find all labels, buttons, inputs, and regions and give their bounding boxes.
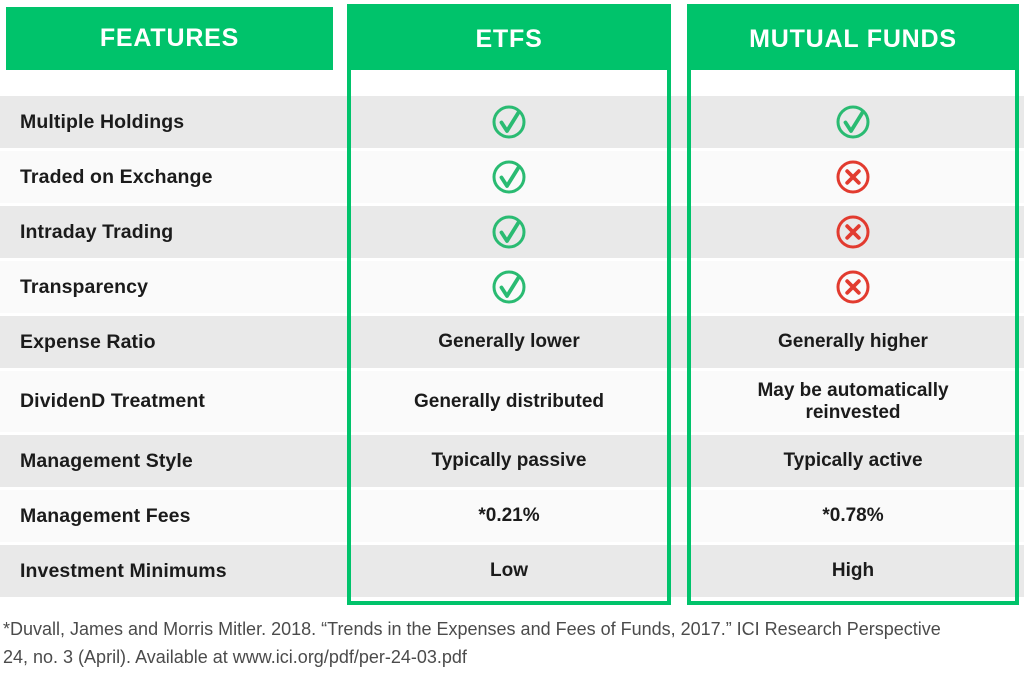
citation-line-1: *Duvall, James and Morris Mitler. 2018. … — [3, 619, 941, 639]
check-icon — [489, 267, 529, 307]
table-row: Intraday Trading — [0, 206, 1024, 258]
etf-value: Typically passive — [431, 450, 587, 472]
etf-value: *0.21% — [478, 505, 540, 527]
table-row: Transparency — [0, 261, 1024, 313]
column-gap — [671, 371, 687, 432]
mutual-funds-header-label: MUTUAL FUNDS — [749, 24, 957, 53]
etf-value: Generally distributed — [413, 390, 605, 412]
features-header-label: FEATURES — [99, 24, 240, 52]
table-row: Traded on Exchange — [0, 151, 1024, 203]
column-gap — [671, 261, 687, 313]
features-column-header: FEATURES — [6, 7, 333, 70]
citation-footnote: *Duvall, James and Morris Mitler. 2018. … — [3, 616, 1017, 672]
table-row: Multiple Holdings — [0, 96, 1024, 148]
check-icon — [833, 102, 873, 142]
column-gap — [671, 545, 687, 597]
mutual-funds-value: Generally higher — [778, 331, 928, 353]
etfs-column-header: ETFS — [351, 8, 667, 70]
feature-label: Multiple Holdings — [20, 110, 185, 133]
table-row: Expense Ratio Generally lower Generally … — [0, 316, 1024, 368]
check-icon — [489, 212, 529, 252]
mutual-funds-value: High — [831, 560, 875, 582]
mutual-funds-column-box: MUTUAL FUNDS — [687, 4, 1019, 605]
feature-label: DividenD Treatment — [20, 390, 205, 412]
check-icon — [489, 102, 529, 142]
column-gap — [671, 490, 687, 542]
etfs-header-label: ETFS — [475, 24, 543, 53]
feature-label: Management Style — [20, 449, 193, 472]
check-icon — [489, 157, 529, 197]
cross-icon — [833, 212, 873, 252]
etfs-column-box: ETFS — [347, 4, 671, 605]
feature-label: Transparency — [20, 275, 149, 298]
table-row: Management Fees *0.21% *0.78% — [0, 490, 1024, 542]
cross-icon — [833, 157, 873, 197]
feature-label: Management Fees — [20, 504, 191, 527]
column-gap — [671, 435, 687, 487]
feature-label: Investment Minimums — [20, 559, 227, 582]
cross-icon — [833, 267, 873, 307]
feature-label: Expense Ratio — [20, 330, 156, 353]
table-rows: Multiple Holdings Traded on Exchange Int… — [0, 96, 1024, 600]
etf-value: Generally lower — [438, 331, 580, 353]
column-gap — [671, 151, 687, 203]
feature-label: Traded on Exchange — [20, 165, 213, 188]
mutual-funds-column-header: MUTUAL FUNDS — [691, 8, 1015, 70]
column-gap — [671, 96, 687, 148]
etf-value: Low — [490, 560, 528, 582]
table-row: Management Style Typically passive Typic… — [0, 435, 1024, 487]
mutual-funds-value: *0.78% — [822, 505, 884, 527]
column-gap — [671, 316, 687, 368]
mutual-funds-value: May be automatically reinvested — [757, 379, 949, 423]
table-row: Investment Minimums Low High — [0, 545, 1024, 597]
feature-label: Intraday Trading — [20, 220, 174, 243]
citation-line-2: 24, no. 3 (April). Available at www.ici.… — [3, 646, 467, 667]
column-gap — [671, 206, 687, 258]
mutual-funds-value: Typically active — [783, 450, 923, 472]
table-row: DividenD Treatment Generally distributed… — [0, 371, 1024, 432]
